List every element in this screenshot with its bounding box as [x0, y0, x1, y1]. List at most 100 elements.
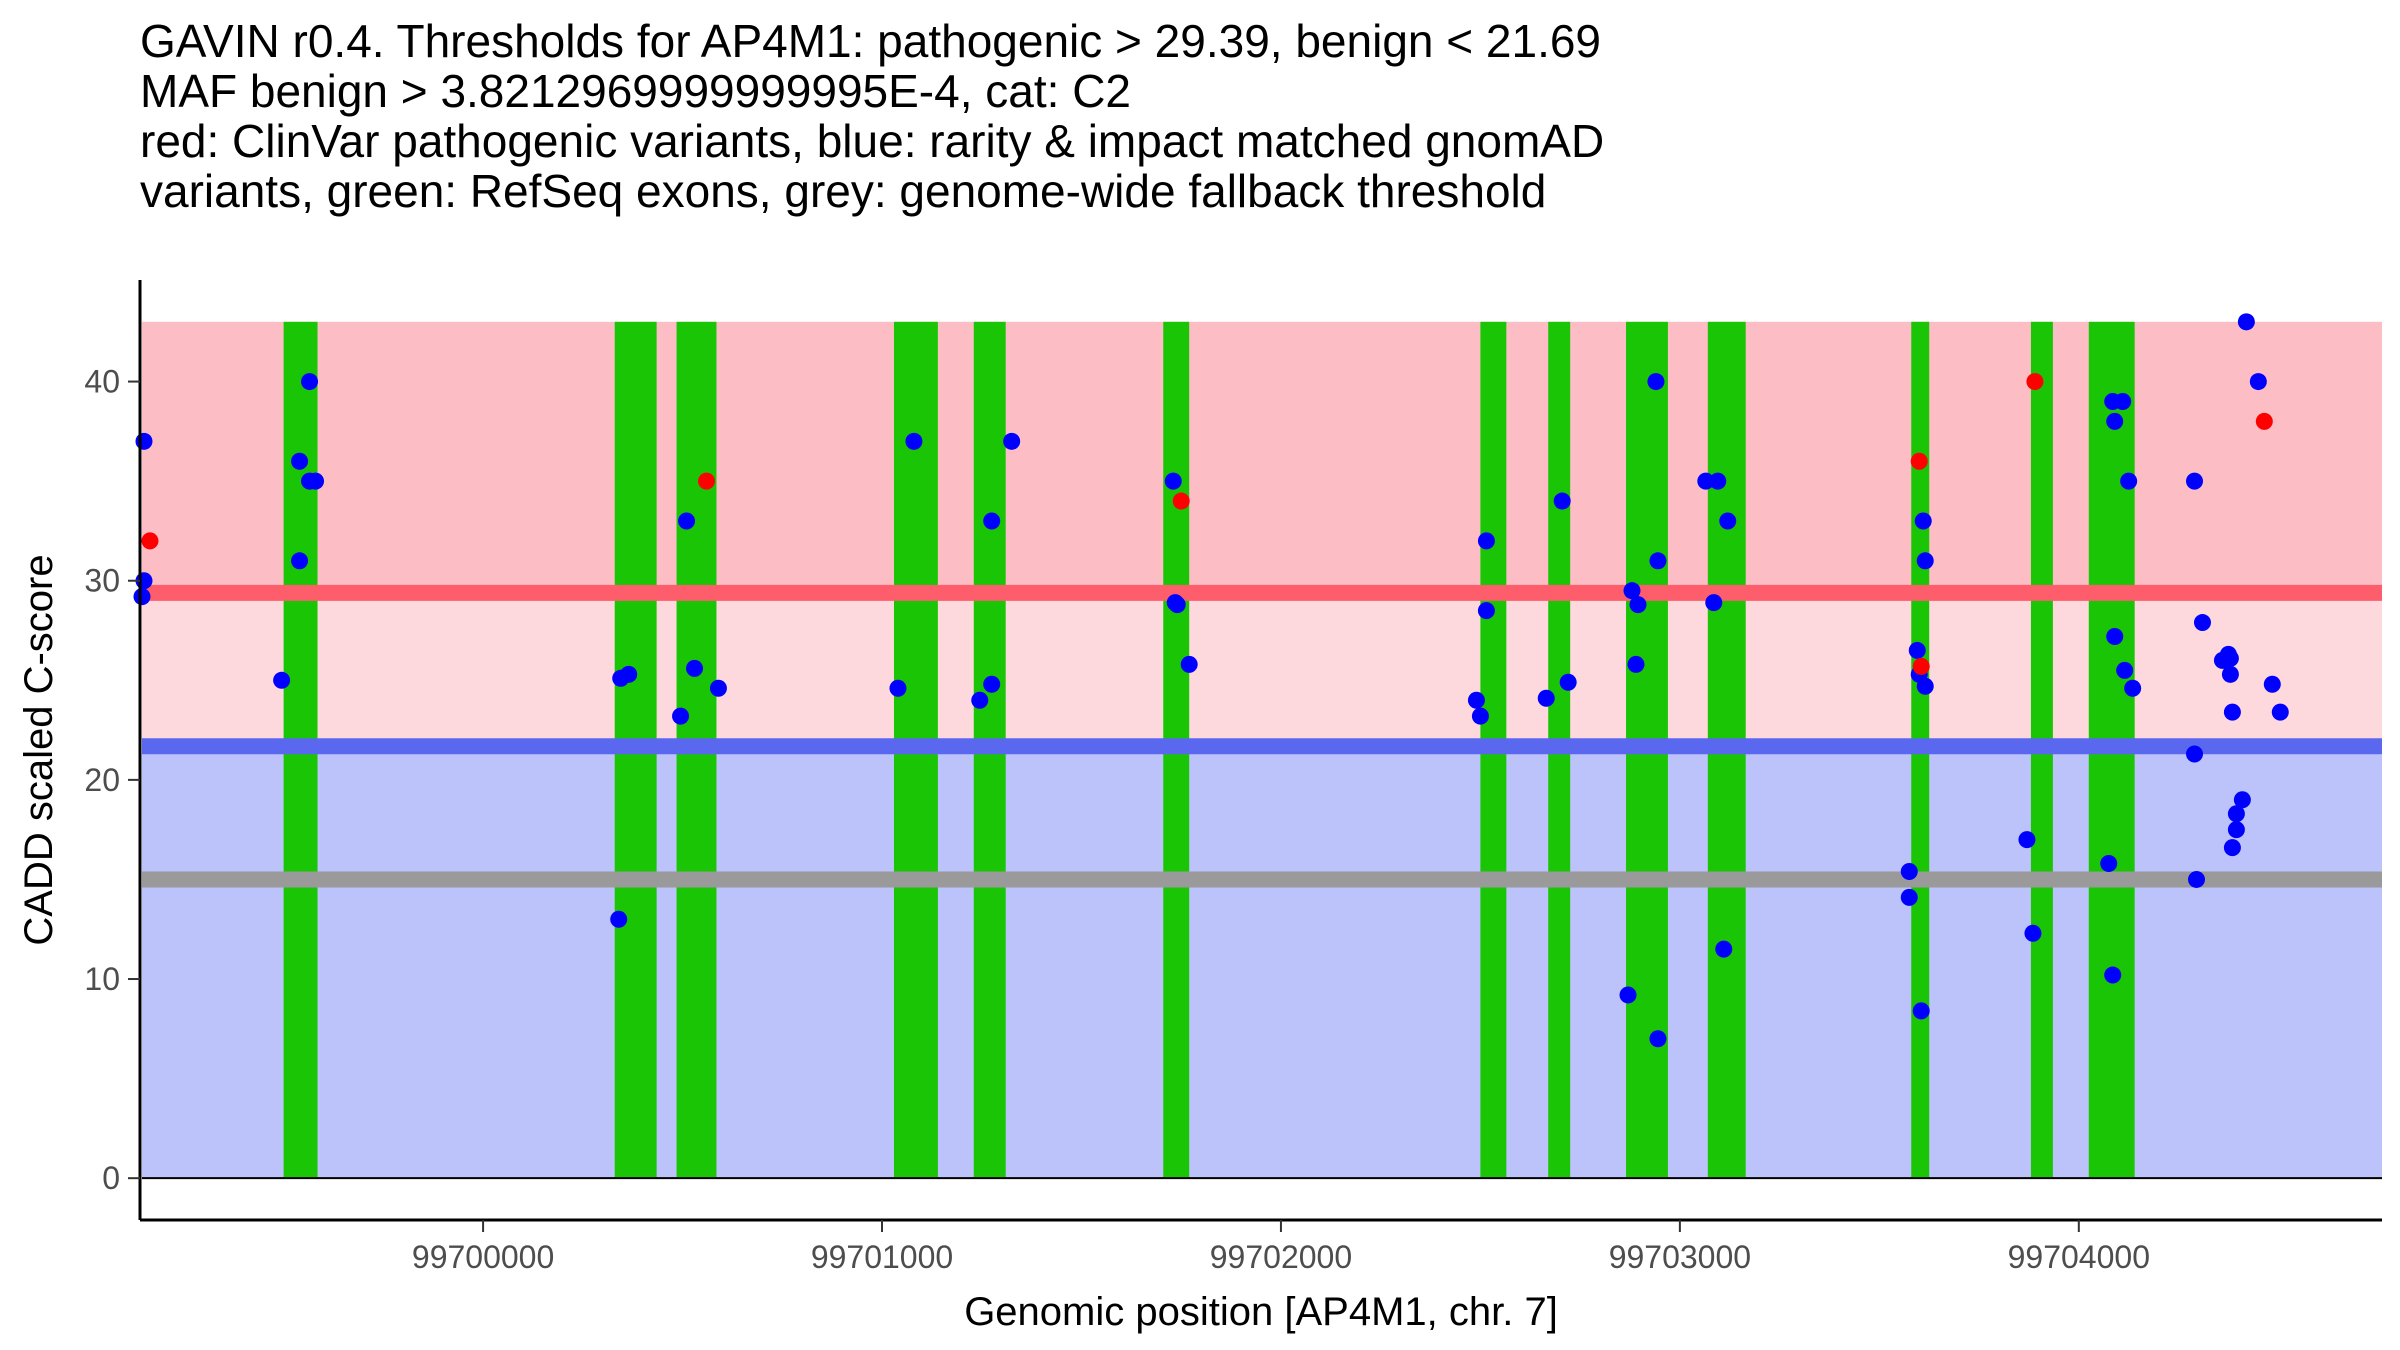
gnomad-variant-point: [2024, 924, 2042, 942]
gnomad-variant-point: [2227, 821, 2245, 839]
gnomad-variant-point: [2227, 805, 2245, 823]
gnomad-variant-point: [1537, 689, 1555, 707]
gnomad-variant-point: [610, 910, 628, 928]
gnomad-variant-point: [1649, 1030, 1667, 1048]
axes: [138, 280, 2382, 1222]
gnomad-variant-point: [1003, 432, 1021, 450]
gnomad-variant-point: [1912, 1002, 1930, 1020]
x-tick-label: 99704000: [2008, 1239, 2150, 1275]
y-tick-label: 30: [84, 563, 120, 599]
gnomad-variant-point: [2193, 614, 2211, 632]
gnomad-variant-point: [1471, 707, 1489, 725]
clinvar-variant-point: [697, 472, 715, 490]
title-line-1: GAVIN r0.4. Thresholds for AP4M1: pathog…: [140, 15, 1602, 67]
gnomad-variant-point: [307, 472, 325, 490]
gnomad-variant-point: [1467, 691, 1485, 709]
chart-title: GAVIN r0.4. Thresholds for AP4M1: pathog…: [140, 16, 1604, 216]
gnomad-variant-point: [1168, 596, 1186, 614]
gnomad-variant-point: [678, 512, 696, 530]
gnomad-variant-point: [1900, 862, 1918, 880]
gnomad-variant-point: [2263, 675, 2281, 693]
gnomad-variant-point: [2186, 472, 2204, 490]
gnomad-variant-point: [273, 671, 291, 689]
clinvar-variant-point: [1172, 492, 1190, 510]
gnomad-variant-point: [2233, 791, 2251, 809]
gnomad-variant-point: [1914, 512, 1932, 530]
gnomad-variant-point: [1629, 596, 1647, 614]
y-tick-label: 20: [84, 762, 120, 798]
gnomad-variant-point: [983, 512, 1001, 530]
gnomad-variant-point: [1164, 472, 1182, 490]
y-axis-label: CADD scaled C-score: [17, 554, 61, 945]
gnomad-variant-point: [1916, 552, 1934, 570]
gnomad-variant-point: [971, 691, 989, 709]
gnomad-variant-point: [291, 552, 309, 570]
gnomad-variant-point: [135, 432, 153, 450]
gnomad-variant-point: [1559, 673, 1577, 691]
clinvar-variant-point: [2255, 412, 2273, 430]
title-line-4: variants, green: RefSeq exons, grey: gen…: [140, 165, 1547, 217]
y-tick-label: 40: [84, 364, 120, 400]
gnomad-variant-point: [1477, 602, 1495, 620]
gnomad-variant-point: [2223, 839, 2241, 857]
gnomad-variant-point: [2018, 831, 2036, 849]
y-tick-label: 0: [102, 1160, 120, 1196]
gnomad-variant-point: [1623, 582, 1641, 600]
x-ticks: 99700000 99701000 99702000 99703000 99704000: [412, 1220, 2150, 1275]
variant-points: [133, 313, 2289, 1048]
gnomad-variant-point: [889, 679, 907, 697]
gnomad-variant-point: [133, 588, 151, 606]
gnomad-variant-point: [905, 432, 923, 450]
gnomad-variant-point: [2186, 745, 2204, 763]
x-tick-label: 99701000: [811, 1239, 953, 1275]
gnomad-variant-point: [2187, 870, 2205, 888]
gnomad-variant-point: [291, 452, 309, 470]
gnomad-variant-point: [2221, 649, 2239, 667]
gnomad-variant-point: [2124, 679, 2142, 697]
gnomad-variant-point: [2120, 472, 2138, 490]
gnomad-variant-point: [1553, 492, 1571, 510]
x-axis-label: Genomic position [AP4M1, chr. 7]: [964, 1290, 1558, 1334]
gnomad-variant-point: [2106, 627, 2124, 645]
gnomad-variant-point: [1649, 552, 1667, 570]
clinvar-variant-point: [2026, 373, 2044, 391]
clinvar-variant-point: [1910, 452, 1928, 470]
title-line-2: MAF benign > 3.8212969999999995E-4, cat:…: [140, 65, 1131, 117]
x-tick-label: 99702000: [1210, 1239, 1352, 1275]
gnomad-variant-point: [1697, 472, 1715, 490]
uncertain-region: [142, 592, 2382, 747]
gnomad-variant-point: [2249, 373, 2267, 391]
gnomad-variant-point: [709, 679, 727, 697]
gnomad-variant-point: [2106, 412, 2124, 430]
pathogenic-region: [142, 321, 2382, 593]
gnomad-variant-point: [2223, 703, 2241, 721]
gnomad-variant-point: [686, 659, 704, 677]
gnomad-variant-point: [1627, 655, 1645, 673]
y-ticks: 0 10 20 30 40: [84, 364, 140, 1196]
gnomad-variant-point: [2116, 661, 2134, 679]
title-line-3: red: ClinVar pathogenic variants, blue: …: [140, 115, 1605, 167]
gnomad-variant-point: [983, 675, 1001, 693]
threshold-lines: [142, 584, 2382, 1180]
gnomad-variant-point: [672, 707, 690, 725]
gnomad-variant-point: [1619, 986, 1637, 1004]
gnomad-variant-point: [1715, 940, 1733, 958]
gnomad-variant-point: [2100, 855, 2118, 873]
x-tick-label: 99703000: [1609, 1239, 1751, 1275]
clinvar-variant-point: [141, 532, 159, 550]
threshold-regions: [142, 321, 2382, 1179]
gnomad-variant-point: [620, 665, 638, 683]
gnomad-variant-point: [2114, 392, 2132, 410]
gnomad-variant-point: [1908, 641, 1926, 659]
gnomad-variant-point: [2221, 665, 2239, 683]
gnomad-variant-point: [1647, 373, 1665, 391]
gnomad-variant-point: [1900, 888, 1918, 906]
gnomad-variant-point: [2104, 966, 2122, 984]
clinvar-variant-point: [1912, 657, 1930, 675]
gnomad-variant-point: [1477, 532, 1495, 550]
gnomad-variant-point: [1916, 677, 1934, 695]
gnomad-variant-point: [1719, 512, 1737, 530]
y-tick-label: 10: [84, 961, 120, 997]
x-tick-label: 99700000: [412, 1239, 554, 1275]
